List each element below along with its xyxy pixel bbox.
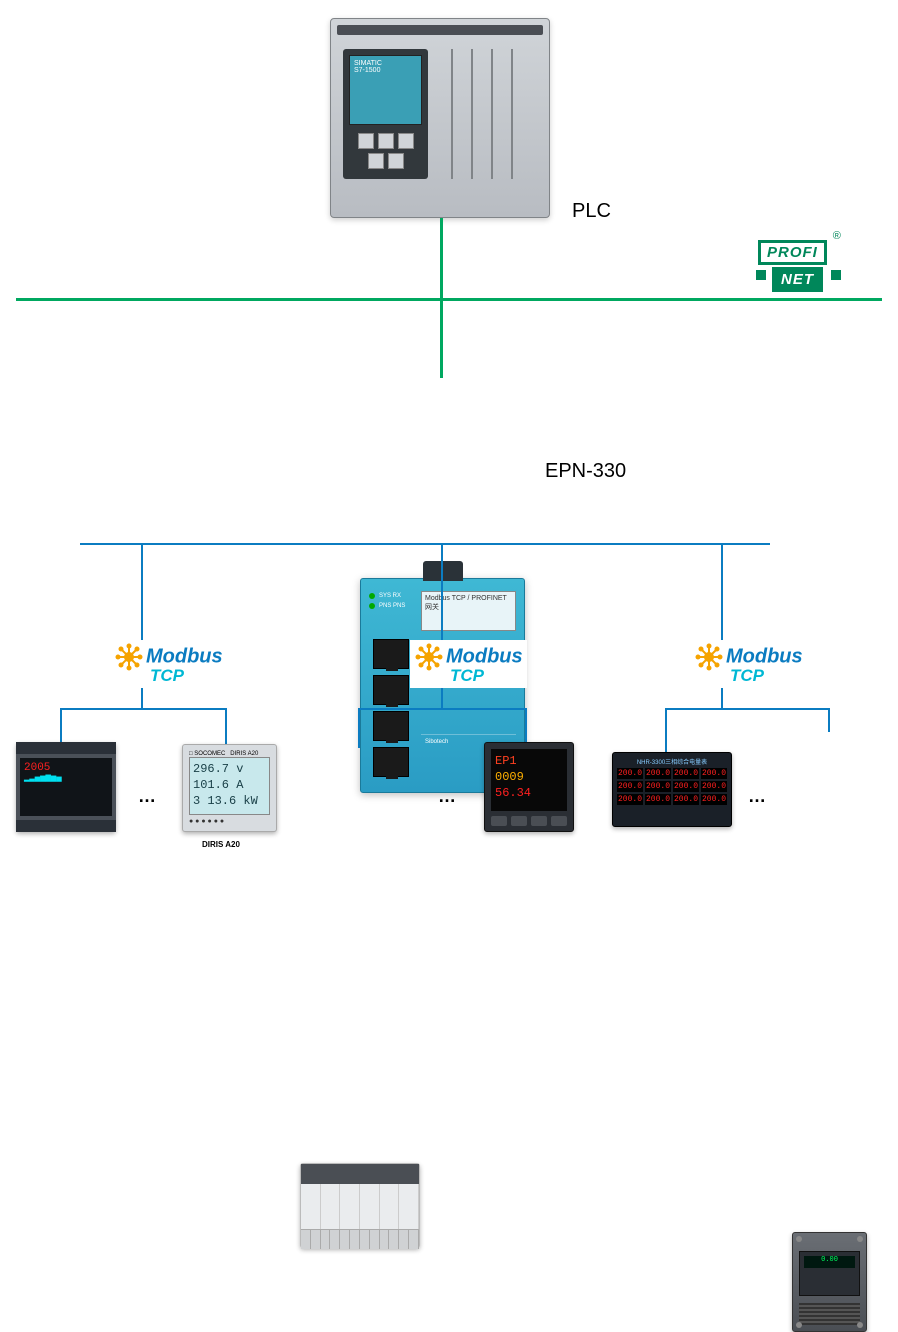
profinet-bus — [16, 298, 882, 301]
modbus-text2: TCP — [150, 666, 223, 686]
epn-leds: SYS RX PNS PNS — [369, 593, 415, 613]
leaf-1a — [60, 708, 62, 742]
io-module-device — [300, 1163, 420, 1248]
plc-drop-line — [440, 218, 443, 378]
epn-panel-text: Modbus TCP / PROFINET 网关 — [421, 591, 516, 631]
profinet-text1: PROFI — [758, 240, 827, 265]
multi-meter-device: NHR-3300三相综合电量表 200.0 200.0 200.0 200.0 … — [612, 752, 732, 827]
modbus-text2: TCP — [730, 666, 803, 686]
leaf-2b — [525, 708, 527, 742]
ellipsis-1: … — [138, 786, 156, 807]
inverter-face: 0.00 — [799, 1251, 860, 1296]
diris-device: □ SOCOMEC DIRIS A20 296.7 v 101.6 A 3 13… — [182, 744, 277, 832]
plc-device: SIMATICS7-1500 — [330, 18, 550, 218]
sub-bus-2 — [358, 708, 525, 710]
sub-bus-3 — [665, 708, 828, 710]
modbus-logo-3: Modbus TCP — [690, 640, 807, 688]
leaf-3b — [828, 708, 830, 732]
profinet-text2: NET — [772, 267, 823, 292]
plc-hmi: SIMATICS7-1500 — [343, 49, 428, 179]
leaf-1b — [225, 708, 227, 744]
modbus-text1: Modbus — [446, 645, 523, 667]
leaf-2a — [358, 708, 360, 748]
recorder-screen: 2005 ▂▃▅▆▇▆▅ — [20, 758, 112, 816]
modbus-star-icon — [414, 642, 444, 672]
power-meter-device: EP1 0009 56.34 — [484, 742, 574, 832]
epn-ethernet-ports — [373, 639, 413, 783]
inverter-display: 0.00 — [804, 1256, 855, 1268]
diris-screen: 296.7 v 101.6 A 3 13.6 kW — [189, 757, 270, 815]
modbus-text1: Modbus — [726, 645, 803, 667]
sub-bus-1 — [60, 708, 225, 710]
modbus-logo-2: Modbus TCP — [410, 640, 527, 688]
multi-meter-grid: 200.0 200.0 200.0 200.0 200.0 200.0 200.… — [617, 768, 727, 805]
modbus-text2: TCP — [450, 666, 523, 686]
plc-label: PLC — [572, 200, 611, 223]
power-meter-screen: EP1 0009 56.34 — [491, 749, 567, 811]
epn330-label: EPN-330 — [545, 460, 626, 483]
modbus-star-icon — [114, 642, 144, 672]
modbus-text1: Modbus — [146, 645, 223, 667]
modbus-tcp-bus — [80, 543, 770, 545]
inverter-device: 0.00 — [792, 1232, 867, 1332]
diris-brand: □ SOCOMEC DIRIS A20 — [189, 751, 270, 757]
plc-hmi-screen: SIMATICS7-1500 — [349, 55, 422, 125]
ellipsis-2: … — [438, 786, 456, 807]
diris-sublabel: DIRIS A20 — [202, 840, 240, 849]
multi-meter-title: NHR-3300三相综合电量表 — [617, 757, 727, 766]
modbus-star-icon — [694, 642, 724, 672]
ellipsis-3: … — [748, 786, 766, 807]
leaf-3a — [665, 708, 667, 752]
recorder-device: 2005 ▂▃▅▆▇▆▅ — [16, 742, 116, 832]
modbus-logo-1: Modbus TCP — [110, 640, 227, 688]
profinet-logo: ® PROFI NET — [758, 240, 827, 292]
